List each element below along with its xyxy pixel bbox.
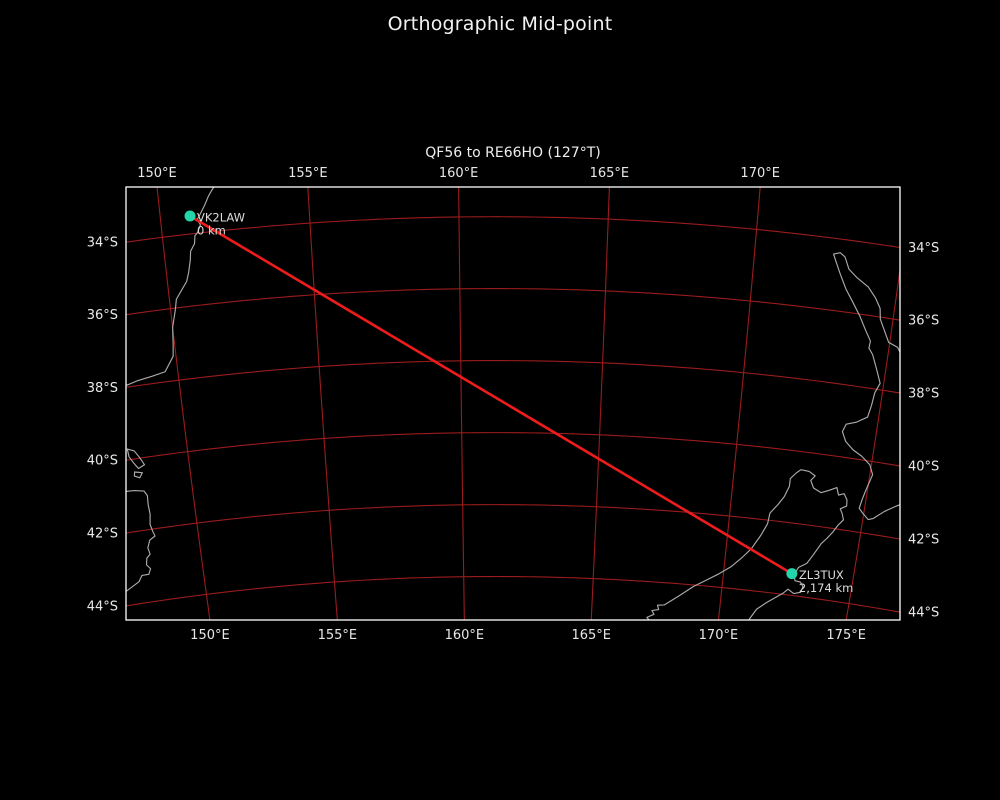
coastline-new-zealand-north-island — [833, 252, 900, 521]
tick-right-40: 40°S — [908, 459, 939, 474]
tick-bottom-150: 150°E — [190, 628, 230, 643]
station-label-zl3tux: ZL3TUX — [799, 568, 844, 582]
station-marker-zl3tux — [786, 568, 798, 580]
tick-top-155: 155°E — [288, 166, 328, 181]
tick-left-36: 36°S — [87, 308, 118, 323]
parallel-line — [126, 288, 900, 321]
tick-top-165: 165°E — [590, 166, 630, 181]
station-label-vk2law: VK2LAW — [197, 210, 245, 224]
axes-frame — [125, 186, 901, 621]
tick-bottom-165: 165°E — [571, 628, 611, 643]
parallel-line — [126, 216, 900, 249]
figure-title: Orthographic Mid-point — [387, 13, 613, 35]
meridian-line — [458, 187, 465, 620]
tick-left-40: 40°S — [87, 454, 118, 469]
tick-bottom-175: 175°E — [826, 628, 866, 643]
tick-right-38: 38°S — [908, 386, 939, 401]
parallel-line — [126, 504, 900, 540]
tick-right-34: 34°S — [908, 241, 939, 256]
coastline-cape-barren-island — [133, 471, 143, 479]
tick-top-150: 150°E — [137, 166, 177, 181]
great-circle-path — [189, 214, 793, 575]
tick-right-36: 36°S — [908, 314, 939, 329]
tick-top-170: 170°E — [740, 166, 780, 181]
tick-bottom-160: 160°E — [445, 628, 485, 643]
coastline-new-zealand-south-island — [646, 469, 848, 620]
tick-bottom-155: 155°E — [318, 628, 358, 643]
parallel-line — [126, 575, 900, 613]
meridian-line — [717, 187, 761, 620]
graticule — [126, 187, 900, 620]
tick-left-34: 34°S — [87, 236, 118, 251]
parallel-line — [126, 432, 900, 467]
tick-right-44: 44°S — [908, 606, 939, 621]
coastline-australia-southeast-coast — [126, 187, 215, 387]
station-marker-vk2law — [184, 210, 196, 222]
parallel-line — [126, 360, 900, 394]
coastline-tasmania-east-coast — [126, 490, 156, 592]
meridian-line — [590, 187, 610, 620]
tick-bottom-170: 170°E — [699, 628, 739, 643]
tick-top-160: 160°E — [439, 166, 479, 181]
meridian-line — [156, 187, 211, 620]
tick-labels: 150°E 150°E 155°E 155°E 160°E 160°E 165°E 165°E… — [87, 166, 940, 643]
tick-left-38: 38°S — [87, 381, 118, 396]
station-distance-zl3tux: 2,174 km — [799, 581, 853, 595]
tick-right-42: 42°S — [908, 533, 939, 548]
map-title: QF56 to RE66HO (127°T) — [425, 145, 601, 161]
coastlines — [126, 187, 900, 620]
coastline-flinders-island — [126, 448, 146, 470]
meridian-line — [307, 187, 338, 620]
tick-left-42: 42°S — [87, 527, 118, 542]
station-distance-vk2law: 0 km — [197, 223, 226, 237]
tick-left-44: 44°S — [87, 599, 118, 614]
meridian-line — [845, 265, 900, 620]
